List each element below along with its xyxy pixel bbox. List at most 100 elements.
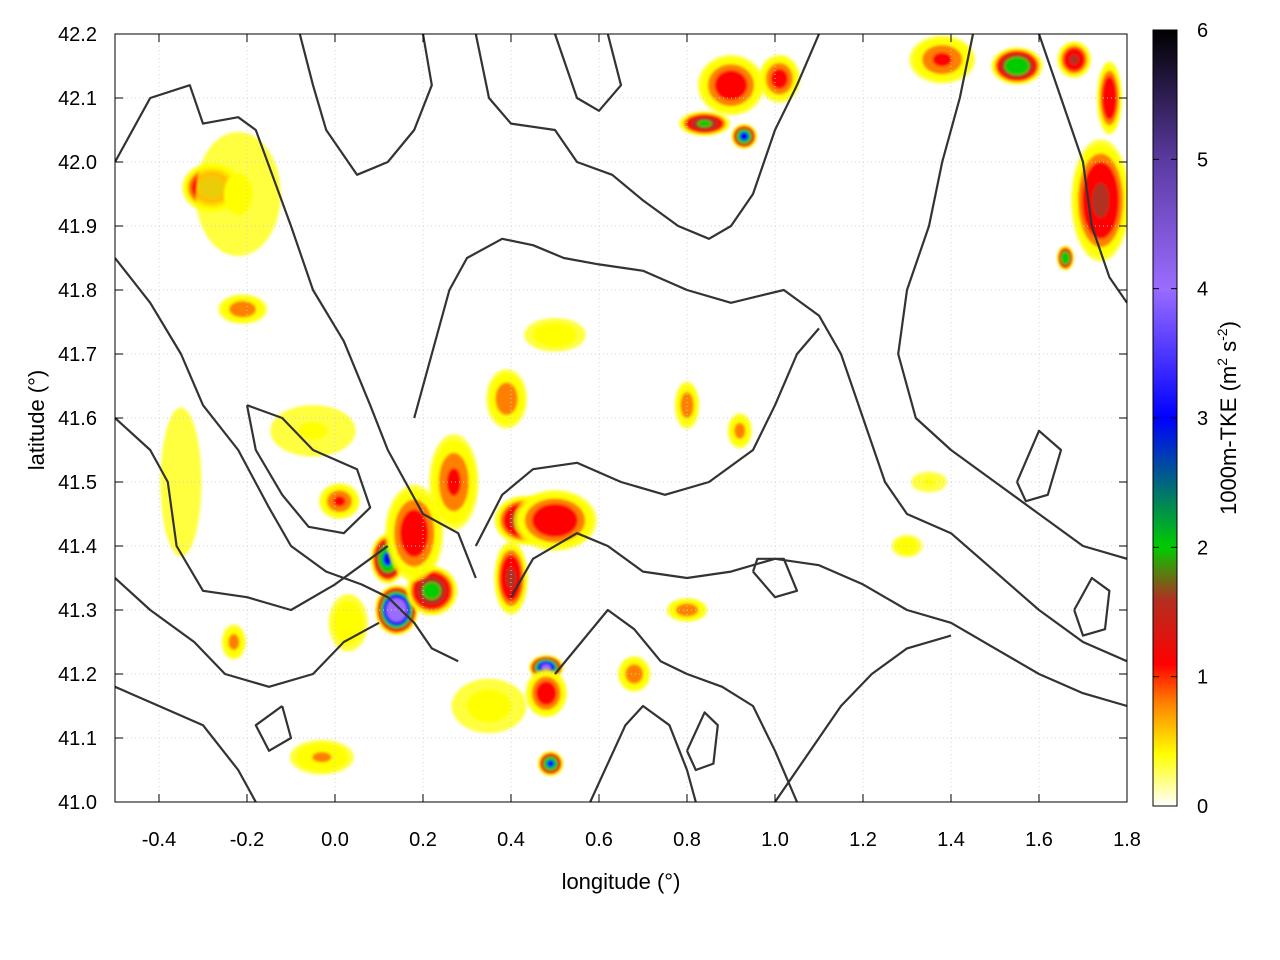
tke-blob-28: [1056, 245, 1074, 271]
contour-line-6: [413, 237, 1127, 663]
colorbar-label-mid: s: [1216, 341, 1241, 358]
tke-level: [466, 689, 512, 723]
contour-line-9: [554, 608, 799, 802]
contour-line-0: [115, 84, 477, 579]
tke-level: [932, 52, 952, 67]
tke-level: [547, 760, 555, 768]
contour-line-18: [1015, 429, 1063, 503]
y-tick-label: 42.1: [58, 88, 97, 110]
x-tick-label: 1.8: [1113, 829, 1141, 851]
contour-lines: [115, 34, 1127, 802]
colorbar-ticks: 0 1 2 3 4 5 6: [1153, 20, 1208, 818]
contour-line-17: [751, 557, 799, 599]
tke-level: [1069, 54, 1079, 65]
x-tick-label: 1.4: [937, 829, 965, 851]
tke-level: [312, 751, 332, 763]
tke-level: [228, 633, 240, 651]
tke-level: [1004, 56, 1030, 76]
colorbar-tick-label: 4: [1197, 279, 1208, 301]
tke-blob-27: [1071, 139, 1127, 262]
tke-blob-35: [451, 678, 527, 734]
tke-blob-18: [318, 483, 360, 520]
y-tick-label: 42.2: [58, 24, 97, 46]
tke-level: [223, 173, 253, 215]
tke-level: [229, 301, 257, 318]
tke-level: [1101, 76, 1117, 120]
contour-line-2: [115, 417, 389, 612]
colorbar-tick-label: 5: [1197, 149, 1208, 171]
colorbar-tick-label: 2: [1197, 537, 1208, 559]
contour-line-12: [897, 34, 1127, 560]
tke-level: [625, 664, 644, 684]
colorbar-label-main: 1000m-TKE (m: [1216, 366, 1241, 515]
contour-line-10: [589, 704, 697, 802]
x-axis-ticks: -0.4 -0.2 0.0 0.2 0.4 0.6 0.8 1.0 1.2 1.4 1.6 1.8: [142, 34, 1141, 851]
tke-level: [532, 503, 578, 538]
tke-blob-20: [679, 111, 731, 136]
colorbar-tick-label: 1: [1197, 667, 1208, 689]
tke-blob-22: [697, 54, 765, 116]
tke-level: [495, 382, 518, 416]
tke-blob-29: [1096, 61, 1122, 135]
colorbar-tick-label: 6: [1197, 20, 1208, 42]
tke-blob-25: [991, 47, 1043, 85]
tke-blob-7: [429, 434, 479, 530]
tke-blob-24: [909, 35, 976, 84]
x-tick-label: -0.2: [230, 829, 264, 851]
x-tick-label: 0.0: [321, 829, 349, 851]
y-tick-label: 41.7: [58, 344, 97, 366]
y-tick-label: 41.1: [58, 728, 97, 750]
tke-level: [298, 422, 328, 440]
colorbar-label: 1000m-TKE (m2 s-2): [1214, 321, 1241, 515]
tke-level: [697, 120, 712, 128]
tke-level: [533, 322, 577, 347]
x-tick-label: -0.4: [142, 829, 176, 851]
contour-line-8: [510, 532, 1127, 708]
contour-line-16: [245, 404, 372, 535]
tke-level: [739, 132, 749, 141]
tke-blob-15: [524, 317, 586, 352]
tke-blob-19: [221, 624, 246, 660]
tke-level: [734, 422, 746, 439]
y-axis-label: latitude (°): [24, 370, 49, 471]
colorbar-label-sup2: -2: [1214, 328, 1230, 341]
contour-line-1: [115, 257, 459, 663]
contour-line-4: [115, 685, 257, 802]
contour-line-19: [1073, 576, 1111, 637]
tke-blob-17: [727, 413, 752, 449]
contour-line-15: [298, 34, 433, 176]
y-tick-label: 41.8: [58, 280, 97, 302]
contour-line-14: [553, 34, 623, 112]
tke-blob-38: [911, 471, 947, 493]
contour-line-3: [115, 577, 380, 688]
y-tick-label: 41.9: [58, 216, 97, 238]
tke-level: [535, 681, 557, 706]
tke-blob-6: [385, 484, 444, 582]
colorbar-label-sup1: 2: [1214, 358, 1230, 366]
x-tick-label: 1.2: [849, 829, 877, 851]
x-tick-label: 1.0: [761, 829, 789, 851]
x-axis-label: longitude (°): [562, 869, 681, 894]
tke-blob-16: [674, 381, 700, 429]
tke-level: [446, 468, 461, 496]
y-tick-label: 41.6: [58, 408, 97, 430]
tke-blob-12: [525, 669, 567, 718]
y-tick-label: 41.0: [58, 792, 97, 814]
colorbar-tick-label: 0: [1197, 796, 1208, 818]
x-tick-label: 0.2: [409, 829, 437, 851]
tke-blob-23: [758, 54, 801, 103]
y-tick-label: 41.4: [58, 536, 97, 558]
colorbar-tick-label: 3: [1197, 408, 1208, 430]
tke-level: [770, 68, 788, 89]
tke-blob-21: [731, 123, 758, 149]
y-tick-label: 41.3: [58, 600, 97, 622]
contour-line-7: [474, 327, 820, 547]
tke-blob-36: [289, 739, 354, 775]
x-tick-label: 0.4: [497, 829, 525, 851]
y-axis-ticks: 41.0 41.1 41.2 41.3 41.4 41.5 41.6 41.7 41.8 41.9…: [58, 24, 1127, 814]
y-tick-label: 42.0: [58, 152, 97, 174]
contour-line-13: [1037, 34, 1127, 304]
colorbar-label-end: ): [1216, 321, 1241, 328]
